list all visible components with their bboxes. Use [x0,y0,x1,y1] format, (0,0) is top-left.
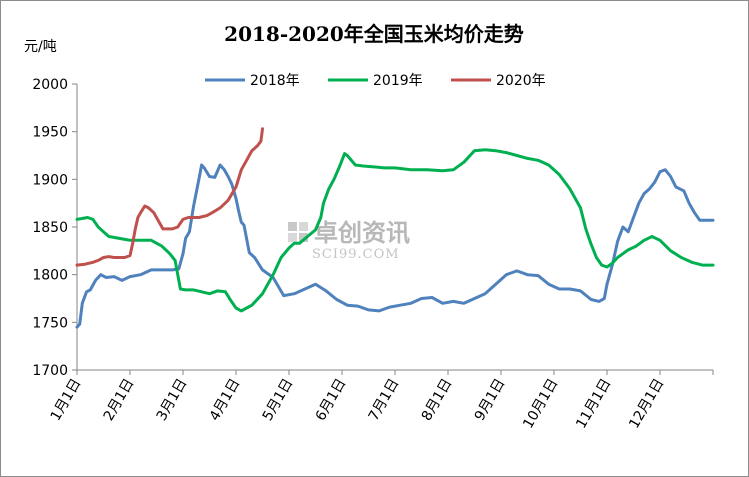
watermark-logo [288,222,308,242]
y-tick-label: 1950 [32,125,68,141]
y-unit-label: 元/吨 [24,39,57,55]
watermark-en: SCI99.COM [312,247,400,262]
y-axis: 1700 1750 1800 1850 1900 1950 2000 [32,77,78,379]
y-tick-label: 1900 [32,172,68,188]
x-tick-label: 10月1日 [520,376,561,431]
x-axis: 1月1日 2月1日 3月1日 4月1日 5月1日 6月1日 7月1日 8月1日 9月1日 10月1… [48,369,714,431]
x-tick-label: 11月1日 [573,376,614,431]
x-tick-label: 6月1日 [313,376,350,424]
series-line-2020年 [75,127,264,267]
watermark: 卓创资讯 SCI99.COM [288,219,410,262]
x-tick-label: 8月1日 [419,376,456,424]
y-tick-label: 1850 [32,220,68,236]
y-tick-label: 1700 [32,363,68,379]
legend-label: 2019年 [373,73,423,89]
watermark-cn: 卓创资讯 [314,219,410,247]
x-tick-label: 3月1日 [154,376,191,424]
legend: 2018年 2019年 2020年 [205,73,546,89]
chart-title: 2018-2020年全国玉米均价走势 [224,22,524,46]
legend-label: 2018年 [250,73,300,89]
x-tick-label: 1月1日 [48,376,85,424]
y-tick-label: 1800 [32,268,68,284]
series-line-2019年 [75,148,715,313]
x-tick-label: 4月1日 [207,376,244,424]
legend-label: 2020年 [496,73,546,89]
x-tick-label: 5月1日 [260,376,297,424]
x-tick-label: 7月1日 [366,376,403,424]
series-layer [75,127,715,329]
x-tick-label: 12月1日 [626,376,667,431]
x-tick-label: 2月1日 [101,376,138,424]
y-tick-label: 2000 [32,77,68,93]
y-tick-label: 1750 [32,315,68,331]
x-tick-label: 9月1日 [472,376,509,424]
